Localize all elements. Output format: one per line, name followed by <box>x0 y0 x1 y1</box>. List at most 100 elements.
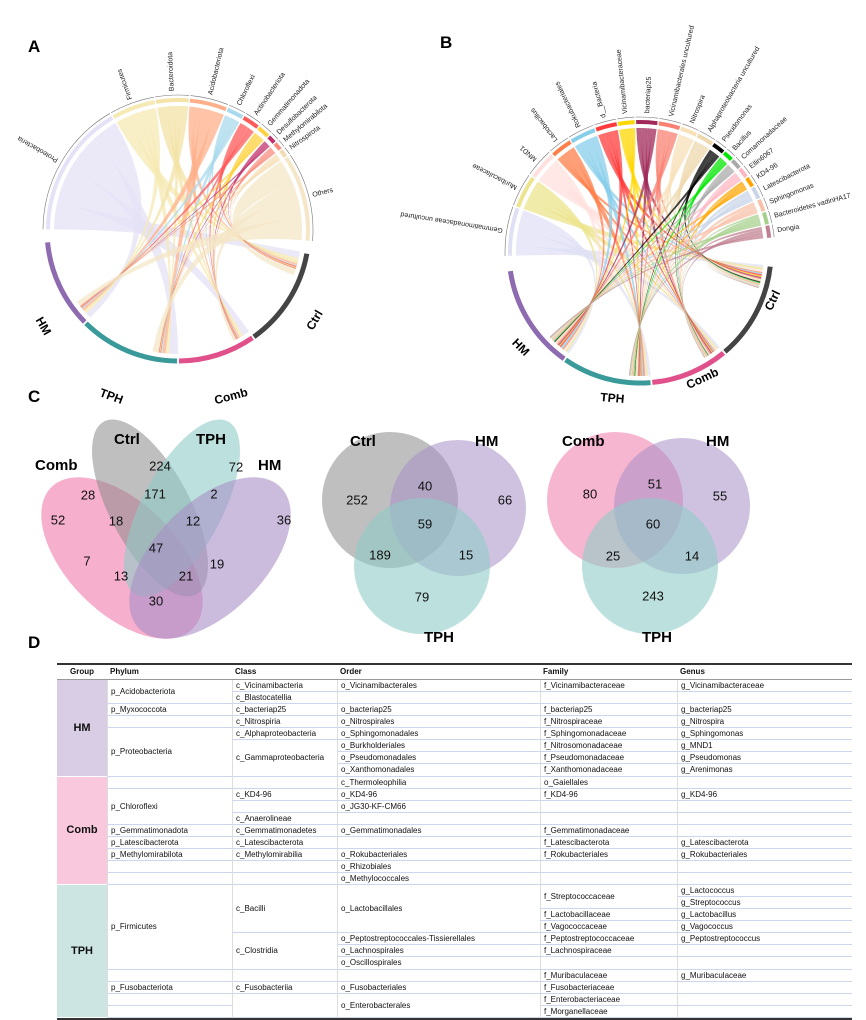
table-cell-family <box>540 873 677 886</box>
header-order: Order <box>340 667 362 676</box>
chord-ribbon <box>553 169 735 342</box>
table-cell-class: c_Fusobacteriia <box>232 981 337 994</box>
table-cell-order: o_Lactobacillales <box>337 885 540 934</box>
taxon-axis <box>659 118 682 124</box>
venn-value: 18 <box>109 513 123 528</box>
venn-label-ctrl: Ctrl <box>350 433 376 450</box>
table-cell-order: o_JG30-KF-CM66 <box>337 800 540 813</box>
table-cell-family: f_KD4-96 <box>540 788 677 801</box>
table-cell-class <box>232 860 337 873</box>
venn-value: 66 <box>498 492 512 507</box>
table-cell-family: f_Lactobacillaceae <box>540 909 677 922</box>
table-cell-genus: g_Vagococcus <box>677 921 852 934</box>
venn-value: 36 <box>277 512 291 527</box>
taxon-label: Others <box>312 187 335 199</box>
chord-diagram-phylum: Proteobacteria Firmicutes Bacteroidota Acid… <box>17 47 335 407</box>
table-cell-order: o_Oscillospirales <box>337 957 540 970</box>
table-cell-phylum <box>107 860 232 873</box>
table-cell-order: c_Thermoleophilia <box>337 776 540 789</box>
chord-ribbon <box>534 181 598 353</box>
taxon-label: Vicinamibacterales uncultured <box>668 25 696 118</box>
taxon-arc <box>516 176 535 208</box>
venn-value: 15 <box>459 547 473 562</box>
table-cell-family: f_Muribaculaceae <box>540 969 677 982</box>
table-cell-genus <box>677 1005 852 1018</box>
table-cell-class <box>232 800 337 813</box>
table-cell-class: c_Vicinamibacteria <box>232 680 337 693</box>
table-cell-class: c_KD4-96 <box>232 788 337 801</box>
taxon-arc <box>722 151 733 162</box>
chord-ribbon <box>559 129 623 348</box>
venn-ctrl-hm-tph: Ctrl HM TPH 252 40 66 59 189 15 79 <box>322 432 526 646</box>
chord-ribbon <box>629 218 761 376</box>
chord-ribbon <box>82 111 224 311</box>
table-cell-genus: g_Rokubacteriales <box>677 848 852 861</box>
table-cell-family <box>540 692 677 705</box>
taxon-label: d__Bacteria <box>591 81 607 119</box>
table-cell-genus <box>677 873 852 886</box>
ribbons <box>516 127 764 376</box>
table-cell-family: f_Vagococcaceae <box>540 921 677 934</box>
venn-value: 243 <box>642 588 664 603</box>
venn-value: 52 <box>51 512 65 527</box>
taxon-arc <box>552 140 572 157</box>
group-arc-comb <box>652 351 726 385</box>
table-cell-family: f_Nitrosomonadaceae <box>540 740 677 753</box>
taxon-axis <box>245 113 261 124</box>
taxon-axis <box>513 174 530 206</box>
table-cell-order <box>337 692 540 705</box>
table-cell-order: o_Burkholderiales <box>337 740 540 753</box>
taxon-axis <box>750 174 757 185</box>
table-cell-phylum <box>107 873 232 886</box>
taxon-arc <box>738 167 748 179</box>
table-cell-order: o_Sphingomonadales <box>337 728 540 741</box>
venn-value: 60 <box>646 516 660 531</box>
venn-value: 55 <box>713 488 727 503</box>
table-cell-phylum <box>107 716 232 729</box>
chord-diagram-genus: Gemmatimonadaceae uncultured Muribaculace… <box>400 25 852 406</box>
table-cell-order: o_Nitrospirales <box>337 716 540 729</box>
taxon-arc <box>112 100 156 119</box>
taxon-arc <box>226 107 244 119</box>
chord-ribbon <box>554 146 709 344</box>
taxon-axis <box>42 113 111 230</box>
taxon-axis <box>771 224 775 238</box>
taxon-arc <box>46 116 114 230</box>
table-cell-class <box>232 873 337 886</box>
table-cell-class: c_Nitrospiria <box>232 716 337 729</box>
taxon-axis <box>278 139 285 147</box>
group-arc-hm <box>45 242 87 324</box>
venn-value: 21 <box>179 568 193 583</box>
venn-value: 30 <box>149 593 163 608</box>
group-arc-tph <box>564 357 651 386</box>
table-cell-class <box>232 969 337 982</box>
venn-value: 189 <box>369 547 391 562</box>
chord-ribbon <box>79 158 281 306</box>
taxon-axis <box>110 96 154 113</box>
table-cell-order: o_Rokubacteriales <box>337 848 540 861</box>
table-cell-order <box>337 812 540 825</box>
table-cell-class: c_Gammaproteobacteria <box>232 740 337 777</box>
taxon-axis <box>763 197 769 210</box>
table-cell-order: o_Methylococcales <box>337 873 540 886</box>
table-cell-genus: g_Lactococcus <box>677 885 852 898</box>
taxon-arc <box>696 133 714 146</box>
table-cell-genus: g_Arenimonas <box>677 764 852 777</box>
venn-value: 7 <box>83 553 90 568</box>
table-cell-group: Comb <box>57 776 107 886</box>
table-cell-family <box>540 957 677 970</box>
table-cell-family: f_Peptostreptococcaceae <box>540 933 677 946</box>
taxon-arc <box>636 120 658 126</box>
taxon-axis <box>284 147 290 155</box>
taxon-label: Gemmatimonadaceae uncultured <box>400 210 503 233</box>
taxon-axis <box>272 133 279 140</box>
table-cell-genus <box>677 824 852 837</box>
taxon-arc <box>257 126 270 138</box>
venn-value: 47 <box>149 540 163 555</box>
table-cell-order: o_Gemmatimonadales <box>337 824 540 837</box>
taxon-label: Acidobacteriota <box>207 47 225 96</box>
chord-ribbon <box>80 151 276 307</box>
taxon-axis <box>594 118 616 126</box>
taxon-axis <box>190 95 229 105</box>
taxon-arc <box>508 207 520 256</box>
